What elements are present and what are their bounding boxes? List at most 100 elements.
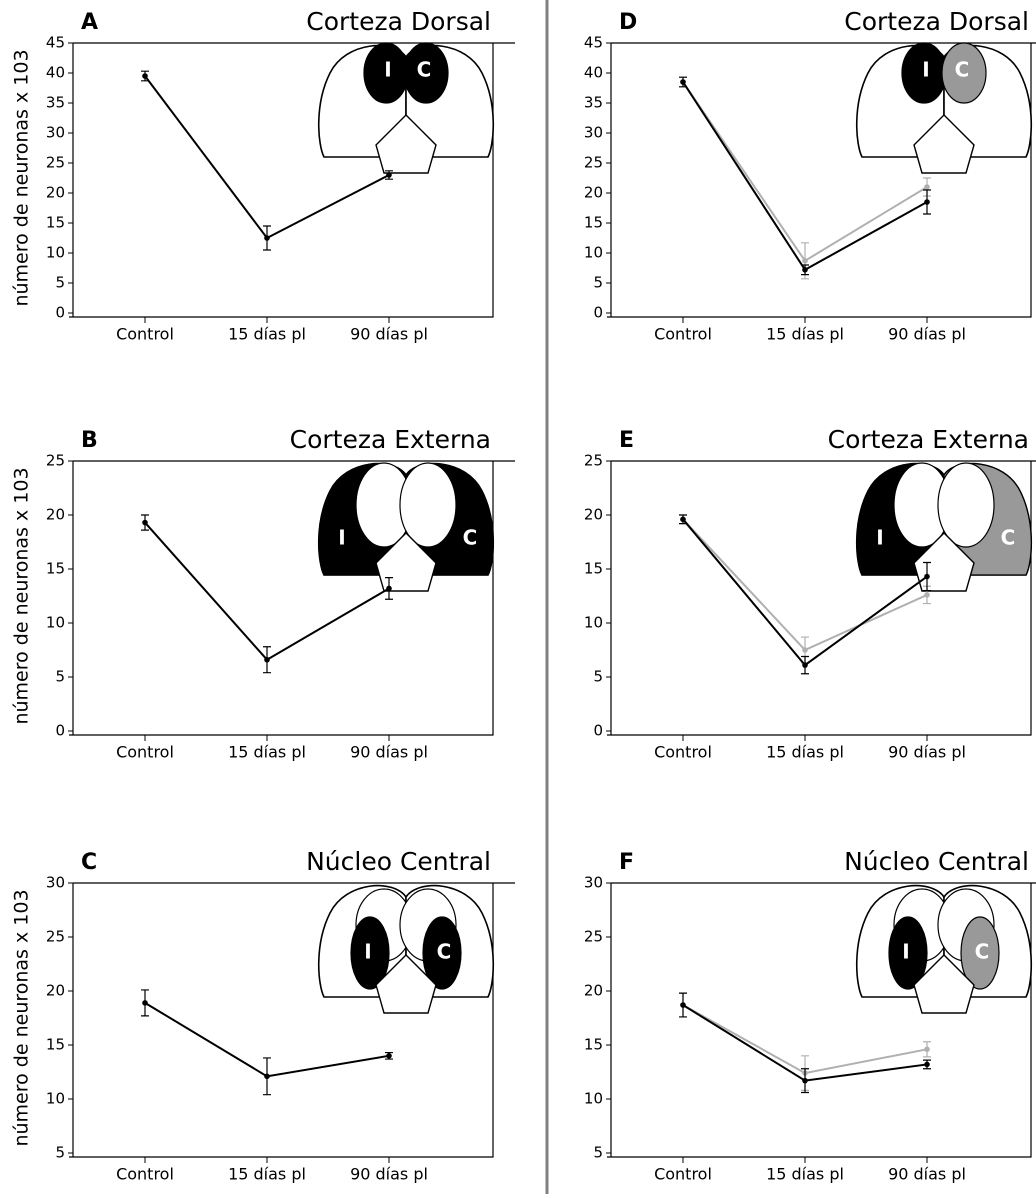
panel-label: E xyxy=(619,428,634,453)
data-point xyxy=(264,656,270,663)
inner-right xyxy=(399,462,457,548)
diagram-label: C xyxy=(1001,526,1016,550)
diagram-label: C xyxy=(955,58,970,82)
y-tick-label: 5 xyxy=(593,668,603,686)
y-tick-label: 0 xyxy=(593,304,603,322)
y-tick-label: 30 xyxy=(46,874,65,892)
y-tick-label: 20 xyxy=(46,506,65,524)
data-point xyxy=(142,1000,148,1006)
data-point xyxy=(924,573,930,580)
data-point xyxy=(924,592,930,598)
y-tick-label: 25 xyxy=(46,154,65,172)
y-tick-label: 5 xyxy=(55,274,65,292)
y-tick-label: 10 xyxy=(46,614,65,632)
y-tick-label: 25 xyxy=(584,928,603,946)
y-axis-label: número de neuronas x 103 xyxy=(11,467,33,724)
data-point xyxy=(680,1002,686,1008)
y-tick-label: 40 xyxy=(46,64,65,82)
data-point xyxy=(142,73,148,79)
x-tick-label: Control xyxy=(116,1165,174,1184)
y-tick-label: 10 xyxy=(584,614,603,632)
y-axis-label: número de neuronas x 103 xyxy=(11,49,33,306)
y-tick-label: 20 xyxy=(584,982,603,1000)
data-point xyxy=(924,1046,930,1053)
panel-label: D xyxy=(619,10,637,35)
y-tick-label: 0 xyxy=(593,722,603,740)
y-tick-label: 15 xyxy=(46,214,65,232)
chart-title: Corteza Dorsal xyxy=(306,7,491,36)
y-tick-label: 30 xyxy=(584,874,603,892)
chart-title: Corteza Externa xyxy=(828,425,1029,454)
diagram-label: I xyxy=(922,58,929,82)
y-tick-label: 0 xyxy=(55,304,65,322)
y-tick-label: 30 xyxy=(46,124,65,142)
y-tick-label: 15 xyxy=(584,214,603,232)
y-tick-label: 20 xyxy=(584,184,603,202)
diagram-label: I xyxy=(338,526,345,550)
panel-label: F xyxy=(619,850,634,875)
data-point xyxy=(802,258,808,264)
y-axis-label: número de neuronas x 103 xyxy=(11,889,33,1146)
brainstem xyxy=(375,532,437,592)
region-left xyxy=(888,916,928,990)
x-tick-label: 90 días pl xyxy=(888,325,966,344)
data-point xyxy=(386,585,392,592)
y-tick-label: 20 xyxy=(46,184,65,202)
data-point xyxy=(386,1053,392,1059)
y-tick-label: 40 xyxy=(584,64,603,82)
y-tick-label: 25 xyxy=(584,154,603,172)
brainstem xyxy=(375,954,437,1014)
x-tick-label: 90 días pl xyxy=(888,743,966,762)
diagram-label: I xyxy=(902,940,909,964)
y-tick-label: 20 xyxy=(584,506,603,524)
x-tick-label: 15 días pl xyxy=(766,1165,844,1184)
x-tick-label: Control xyxy=(654,743,712,762)
diagram-label: I xyxy=(876,526,883,550)
y-tick-label: 10 xyxy=(46,1090,65,1108)
data-point xyxy=(386,172,392,178)
y-tick-label: 45 xyxy=(46,34,65,52)
chart-title: Núcleo Central xyxy=(844,847,1029,876)
data-point xyxy=(802,267,808,273)
data-point xyxy=(680,79,686,85)
x-tick-label: 90 días pl xyxy=(350,743,428,762)
y-tick-label: 15 xyxy=(46,1036,65,1054)
inner-right xyxy=(937,462,995,548)
data-point xyxy=(264,1073,270,1080)
y-tick-label: 5 xyxy=(55,668,65,686)
diagram-label: C xyxy=(417,58,432,82)
y-tick-label: 35 xyxy=(46,94,65,112)
x-tick-label: 90 días pl xyxy=(350,1165,428,1184)
y-tick-label: 35 xyxy=(584,94,603,112)
data-point xyxy=(802,647,808,653)
y-tick-label: 10 xyxy=(584,244,603,262)
y-tick-label: 30 xyxy=(584,124,603,142)
y-tick-label: 20 xyxy=(46,982,65,1000)
region-left xyxy=(350,916,390,990)
region-right xyxy=(403,42,449,104)
chart-title: Núcleo Central xyxy=(306,847,491,876)
panel-label: A xyxy=(81,10,98,35)
data-point xyxy=(142,519,148,526)
region-right xyxy=(941,42,987,104)
region-right xyxy=(422,916,462,990)
x-tick-label: Control xyxy=(116,325,174,344)
x-tick-label: Control xyxy=(654,325,712,344)
y-tick-label: 15 xyxy=(584,560,603,578)
y-tick-label: 25 xyxy=(46,928,65,946)
brainstem xyxy=(375,114,437,174)
chart-title: Corteza Externa xyxy=(290,425,491,454)
y-tick-label: 10 xyxy=(584,1090,603,1108)
y-tick-label: 25 xyxy=(46,452,65,470)
diagram-label: C xyxy=(975,940,990,964)
x-tick-label: 90 días pl xyxy=(350,325,428,344)
diagram-label: C xyxy=(463,526,478,550)
panel-label: B xyxy=(81,428,98,453)
y-tick-label: 15 xyxy=(46,560,65,578)
y-tick-label: 45 xyxy=(584,34,603,52)
